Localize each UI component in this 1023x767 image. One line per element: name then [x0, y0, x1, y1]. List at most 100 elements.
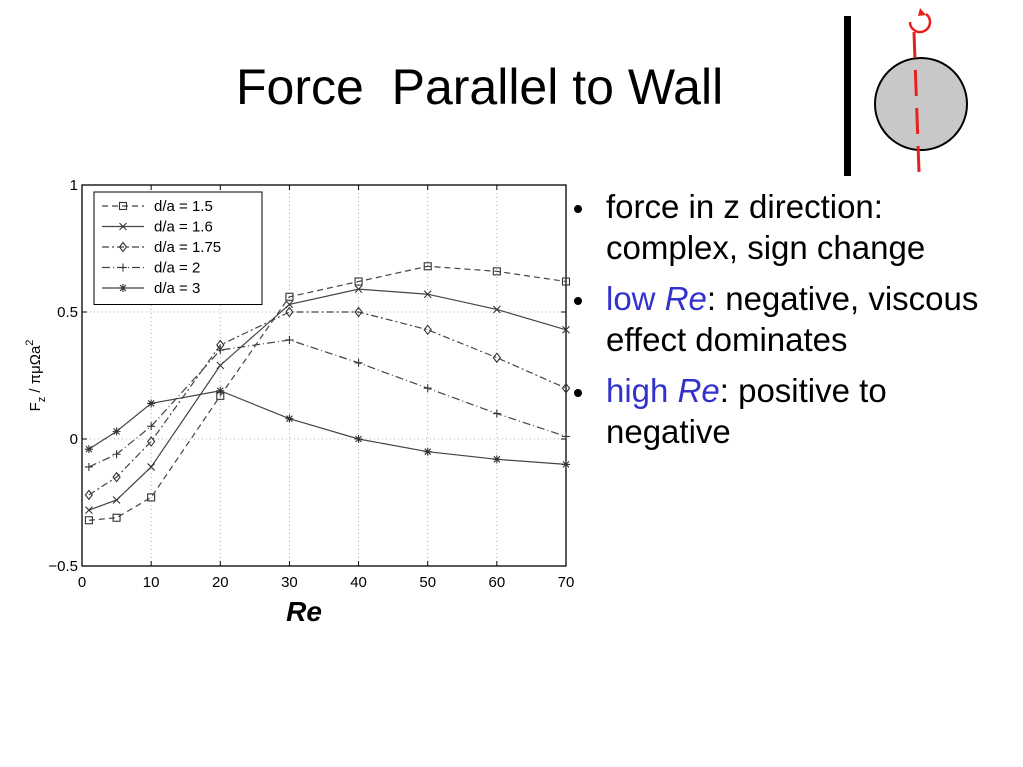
marker-star	[354, 435, 363, 443]
legend-item: d/a = 1.6	[102, 219, 213, 236]
y-axis-label-text: Fz / πμΩa2	[24, 340, 48, 412]
bullet-text: force in z direction: complex, sign chan…	[606, 188, 926, 266]
marker-star	[285, 414, 294, 423]
marker-square	[118, 201, 128, 211]
marker-star	[216, 386, 225, 395]
bullet-accent-italic: Re	[664, 280, 707, 317]
series-plus	[84, 335, 570, 471]
marker-square	[84, 516, 93, 525]
x-tick-label: 30	[281, 574, 298, 591]
bullet-accent: high	[606, 372, 678, 409]
rotation-arrow-icon	[908, 13, 932, 34]
y-tick-label: −0.5	[48, 558, 78, 575]
plot-frame	[81, 184, 567, 567]
marker-plus	[354, 358, 363, 367]
x-axis-label: Re	[286, 596, 322, 627]
marker-diamond	[118, 241, 128, 253]
marker-plus	[216, 346, 225, 355]
legend-label: d/a = 1.5	[154, 198, 213, 215]
marker-plus	[562, 432, 570, 441]
marker-plus	[147, 422, 156, 431]
sphere-wall-diagram	[844, 8, 968, 176]
bullet-accent-italic: Re	[677, 372, 720, 409]
marker-square	[147, 493, 156, 502]
marker-diamond	[285, 306, 294, 318]
marker-plus	[84, 462, 93, 471]
legend-label: d/a = 2	[154, 260, 200, 277]
marker-x	[423, 290, 432, 299]
bullet-list: force in z direction: complex, sign chan…	[568, 186, 1018, 462]
marker-x	[562, 325, 570, 334]
marker-plus	[285, 335, 294, 344]
marker-diamond	[423, 324, 432, 336]
marker-diamond	[146, 436, 156, 447]
marker-star	[147, 399, 156, 408]
y-tick-label: 0	[70, 431, 78, 448]
marker-diamond	[561, 382, 571, 394]
marker-star	[84, 445, 93, 454]
bullet-text: : positive to negative	[606, 372, 887, 450]
slide-title: Force Parallel to Wall	[236, 59, 724, 115]
marker-plus	[112, 450, 121, 459]
marker-star	[119, 284, 127, 292]
marker-square	[285, 292, 294, 301]
marker-star	[112, 427, 121, 436]
bullet-accent: low	[606, 280, 665, 317]
legend-item: d/a = 1.75	[102, 239, 221, 256]
marker-square	[492, 267, 501, 276]
legend-item: d/a = 2	[102, 260, 200, 277]
marker-square	[561, 277, 571, 286]
x-tick-label: 50	[419, 574, 436, 591]
series-line	[88, 311, 567, 496]
marker-plus	[492, 409, 501, 418]
bullet-item: force in z direction: complex, sign chan…	[568, 186, 1018, 268]
marker-diamond	[84, 489, 94, 501]
y-tick-label: 1	[70, 177, 78, 194]
x-tick-label: 70	[558, 574, 575, 591]
bullet-dot	[574, 297, 582, 305]
y-label-part: / πμΩa	[27, 345, 44, 397]
wall-line	[844, 16, 851, 176]
series-star	[84, 386, 570, 469]
legend-label: d/a = 1.75	[154, 239, 221, 256]
y-tick-label: 0.5	[57, 304, 78, 321]
marker-star	[423, 447, 432, 456]
marker-diamond	[492, 352, 502, 364]
x-tick-label: 0	[78, 574, 86, 591]
marker-star	[492, 455, 501, 464]
rotation-axis-line	[912, 31, 921, 173]
x-tick-label: 20	[212, 574, 229, 591]
legend-label: d/a = 1.6	[154, 219, 213, 236]
series-diamond	[84, 306, 571, 501]
legend-item: d/a = 3	[102, 280, 200, 297]
marker-star	[562, 460, 570, 469]
series-line	[88, 265, 567, 521]
legend-box	[93, 191, 263, 305]
series-line	[88, 288, 567, 511]
x-tick-label: 40	[350, 574, 367, 591]
bullet-dot	[574, 205, 582, 213]
marker-x	[216, 361, 225, 370]
bullet-item: high Re: positive to negative	[568, 370, 1018, 452]
bullet-text: : negative, viscous effect dominates	[606, 280, 979, 358]
marker-square	[354, 277, 363, 286]
marker-square	[423, 262, 432, 271]
series-square	[84, 262, 571, 525]
marker-x	[354, 285, 363, 294]
bullet-item: low Re: negative, viscous effect dominat…	[568, 278, 1018, 360]
marker-plus	[119, 263, 127, 272]
series-x	[85, 285, 570, 515]
legend-item: d/a = 1.5	[102, 198, 213, 215]
marker-x	[147, 463, 156, 471]
marker-x	[85, 506, 93, 515]
y-label-superscript: 2	[24, 340, 36, 346]
marker-x	[112, 496, 121, 504]
bullet-dot	[574, 389, 582, 397]
rotation-arrowhead-icon	[918, 8, 926, 16]
marker-diamond	[112, 471, 121, 483]
marker-diamond	[354, 306, 363, 318]
y-axis-label: Fz / πμΩa2	[24, 340, 48, 412]
sphere-icon	[874, 57, 968, 151]
x-tick-label: 60	[489, 574, 506, 591]
